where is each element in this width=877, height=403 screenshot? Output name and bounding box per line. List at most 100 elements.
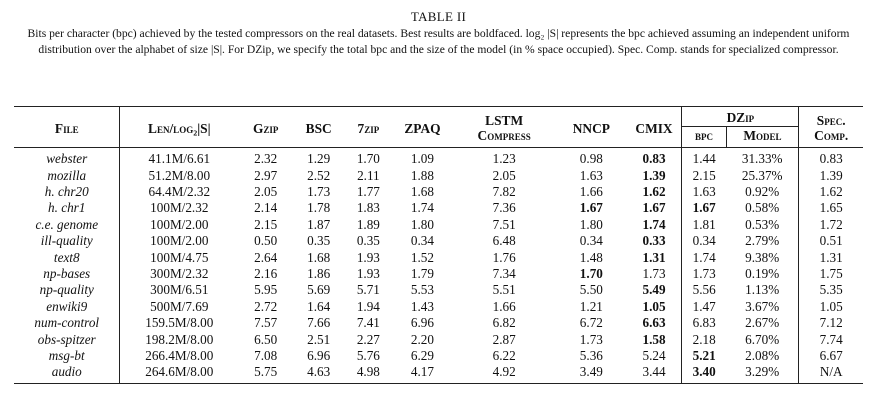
cell-file: enwiki9	[14, 298, 121, 315]
cell-zpaq: 1.52	[410, 249, 434, 265]
cell-cmix: 1.73	[626, 265, 683, 282]
table-row: msg-bt 266.4M/8.00 7.08 6.96 5.76 6.29 6.22 5.3…	[14, 347, 863, 364]
cell-bsc: 1.68	[307, 249, 331, 265]
cell-dzip-bpc: 1.63	[692, 184, 716, 200]
cell-len: 100M/2.00	[150, 233, 209, 249]
cell-zpaq: 6.29	[410, 347, 434, 363]
cell-cmix: 1.62	[626, 183, 683, 200]
cell-dzip-bpc: 1.47	[692, 298, 716, 314]
cell-zip7: 4.98	[356, 364, 380, 380]
cell-file: audio	[14, 363, 121, 384]
cell-dzip-model: 6.70%	[726, 331, 800, 348]
cell-lstm: 4.92	[492, 364, 516, 380]
cell-len: 100M/4.75	[150, 249, 209, 265]
cell-lstm: 7.34	[492, 266, 516, 281]
cell-file: num-control	[14, 314, 121, 332]
cell-zip7: 7.41	[356, 315, 380, 331]
cell-spec: N/A	[819, 364, 843, 380]
cell-len: 51.2M/8.00	[148, 167, 211, 183]
cell-file: msg-bt	[14, 347, 121, 364]
cell-bsc: 5.69	[307, 282, 331, 298]
cell-spec: 1.31	[819, 249, 843, 265]
table-row: obs-spitzer 198.2M/8.00 6.50 2.51 2.27 2.20 2.…	[14, 331, 863, 348]
cell-zip7: 5.71	[356, 282, 380, 298]
cell-dzip-bpc: 1.81	[692, 216, 716, 232]
cell-lstm: 6.48	[492, 233, 516, 249]
cell-spec: 1.72	[819, 216, 843, 232]
cell-cmix: 1.05	[626, 298, 683, 315]
table-row: np-quality 300M/6.51 5.95 5.69 5.71 5.53 5.51 5…	[14, 281, 863, 299]
table-row: audio 264.6M/8.00 5.75 4.63 4.98 4.17 4.92 3.49…	[14, 363, 863, 384]
table-row: np-bases 300M/2.32 2.16 1.86 1.93 1.79 7.34 1.7…	[14, 265, 863, 282]
cell-spec: 7.12	[819, 315, 843, 331]
cell-dzip-bpc: 5.21	[692, 347, 716, 363]
table-row: text8 100M/4.75 2.64 1.68 1.93 1.52 1.76 1.48 1.…	[14, 249, 863, 266]
cell-nncp: 1.80	[579, 216, 603, 232]
cell-zpaq: 1.88	[410, 167, 434, 183]
cell-bsc: 1.73	[307, 184, 331, 200]
cell-dzip-model: 1.13%	[726, 281, 800, 299]
cell-len: 500M/7.69	[150, 298, 209, 314]
cell-bsc: 4.63	[307, 364, 331, 380]
cell-nncp: 1.63	[579, 167, 603, 183]
cell-spec: 1.75	[819, 266, 843, 281]
table-label: TABLE II	[410, 9, 467, 24]
cell-nncp: 0.98	[579, 151, 603, 167]
cell-len: 41.1M/6.61	[148, 151, 211, 167]
cell-len: 198.2M/8.00	[145, 331, 214, 347]
cell-file: h. chr1	[14, 199, 121, 217]
cell-bsc: 2.52	[307, 167, 331, 183]
cell-zip7: 1.93	[356, 266, 380, 281]
cell-cmix: 1.31	[626, 249, 683, 266]
cell-nncp: 5.50	[579, 282, 603, 298]
header-spec: Spec. Comp.	[799, 107, 863, 148]
header-file: File	[14, 106, 121, 148]
cell-lstm: 2.87	[492, 331, 516, 347]
cell-zpaq: 1.79	[410, 266, 434, 281]
cell-nncp: 5.36	[579, 347, 603, 363]
cell-zpaq: 1.43	[410, 298, 434, 314]
cell-cmix: 1.58	[626, 331, 683, 348]
table-body: webster 41.1M/6.61 2.32 1.29 1.70 1.09 1.23 0.9…	[14, 147, 863, 384]
cell-dzip-model: 0.58%	[726, 199, 800, 217]
cell-len: 300M/2.32	[150, 266, 209, 281]
cell-bsc: 1.78	[307, 200, 331, 216]
cell-dzip-model: 3.29%	[726, 363, 800, 384]
cell-file: webster	[14, 147, 121, 168]
cell-gzip: 7.08	[254, 347, 278, 363]
cell-zpaq: 0.34	[410, 233, 434, 249]
cell-len: 300M/6.51	[150, 282, 209, 298]
cell-lstm: 7.82	[492, 184, 516, 200]
cell-gzip: 5.95	[254, 282, 278, 298]
cell-dzip-bpc: 1.44	[692, 151, 716, 167]
header-dzip-model: Model	[726, 126, 800, 148]
cell-file: mozilla	[14, 167, 121, 184]
cell-nncp: 1.73	[579, 331, 603, 347]
cell-bsc: 0.35	[307, 233, 331, 249]
cell-dzip-model: 2.08%	[726, 347, 800, 364]
cell-nncp: 0.34	[579, 233, 603, 249]
cell-lstm: 7.51	[492, 216, 516, 232]
cell-dzip-bpc: 2.15	[692, 167, 716, 183]
header-cmix: CMIX	[626, 106, 683, 148]
cell-cmix: 5.49	[626, 281, 683, 299]
cell-dzip-model: 2.79%	[726, 232, 800, 250]
header-lstm-line2: Compress	[477, 128, 531, 144]
header-spec-line1: Spec.	[816, 112, 846, 128]
cell-zip7: 1.93	[356, 249, 380, 265]
cell-len: 100M/2.00	[150, 216, 209, 232]
cell-zip7: 0.35	[356, 233, 380, 249]
cell-lstm: 1.23	[492, 151, 516, 167]
table-row: h. chr1 100M/2.32 2.14 1.78 1.83 1.74 7.36 1.67…	[14, 199, 863, 217]
cell-cmix: 0.83	[626, 147, 683, 168]
cell-spec: 1.39	[819, 167, 843, 183]
cell-len: 64.4M/2.32	[148, 184, 211, 200]
header-bsc: BSC	[305, 120, 332, 136]
cell-spec: 0.83	[819, 151, 843, 167]
header-len: Len/log₂|S|	[148, 120, 211, 136]
cell-cmix: 3.44	[626, 363, 683, 384]
cell-dzip-model: 0.53%	[726, 216, 800, 233]
cell-gzip: 2.72	[254, 298, 278, 314]
cell-cmix: 1.74	[626, 216, 683, 233]
cell-bsc: 2.51	[307, 331, 331, 347]
